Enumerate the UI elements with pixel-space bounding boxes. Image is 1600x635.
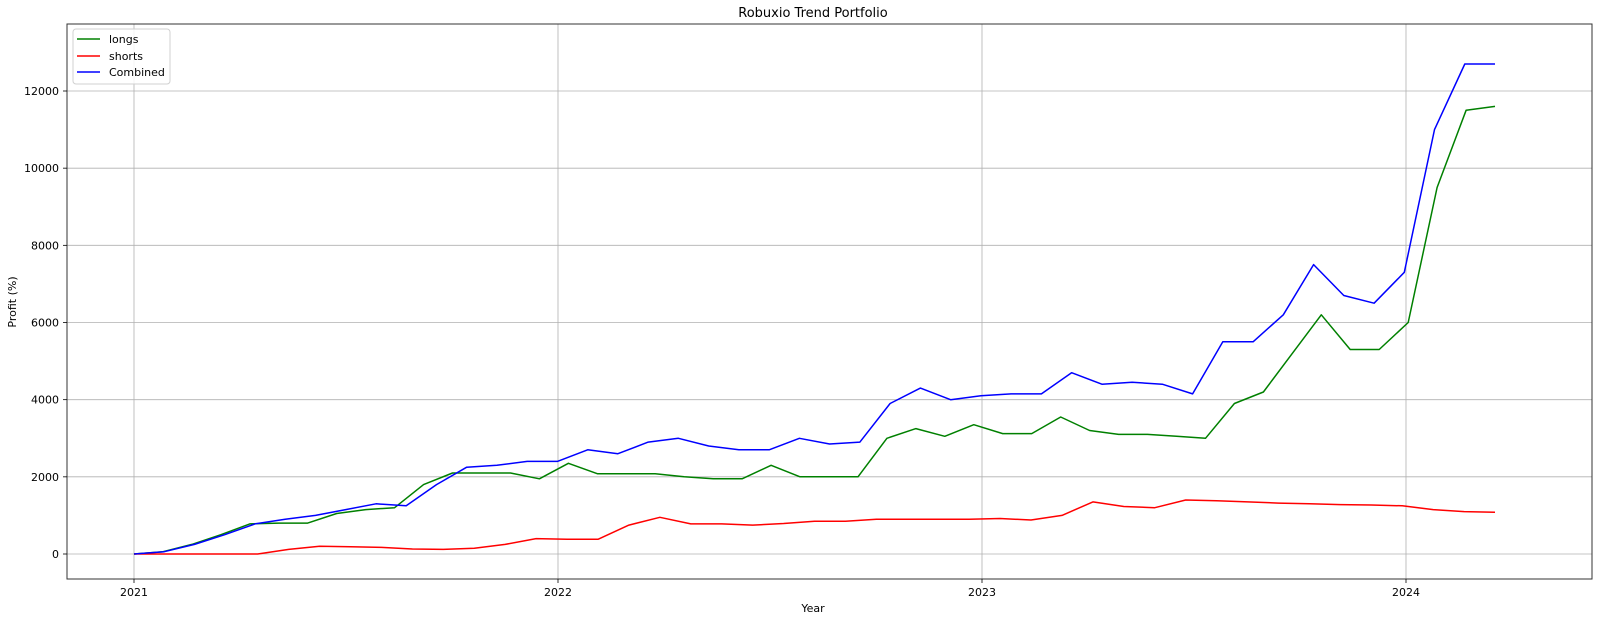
legend-label: Combined [109,66,165,79]
y-tick-label: 12000 [24,85,59,98]
x-tick-label: 2024 [1392,586,1420,599]
legend-label: shorts [109,50,143,63]
x-tick-label: 2021 [120,586,148,599]
y-axis-ticks: 0 2000 4000 6000 8000 10000 12000 [24,85,67,561]
x-tick-label: 2023 [968,586,996,599]
series-line-shorts [134,499,1496,555]
legend-item-longs: longs [77,33,139,46]
y-tick-label: 0 [52,548,59,561]
plot-series [133,63,1496,555]
legend-box [72,28,171,85]
x-axis-label: Year [800,602,825,615]
x-axis-ticks: 2021 2022 2023 2024 [120,579,1420,599]
series-line-longs [133,105,1496,555]
y-tick-label: 2000 [31,471,59,484]
x-tick-label: 2022 [544,586,572,599]
y-tick-label: 8000 [31,239,59,252]
series-line-combined [133,63,1495,555]
chart-title: Robuxio Trend Portfolio [738,6,888,21]
y-tick-label: 4000 [31,394,59,407]
legend-label: longs [109,33,139,46]
y-axis-label: Profit (%) [6,276,19,327]
legend-item-combined: Combined [77,66,165,79]
y-tick-label: 6000 [31,317,59,330]
legend-item-shorts: shorts [77,50,143,63]
y-tick-label: 10000 [24,162,59,175]
grid-lines [67,24,1592,579]
plot-frame [66,23,1593,580]
legend: longs shorts Combined [72,28,171,85]
